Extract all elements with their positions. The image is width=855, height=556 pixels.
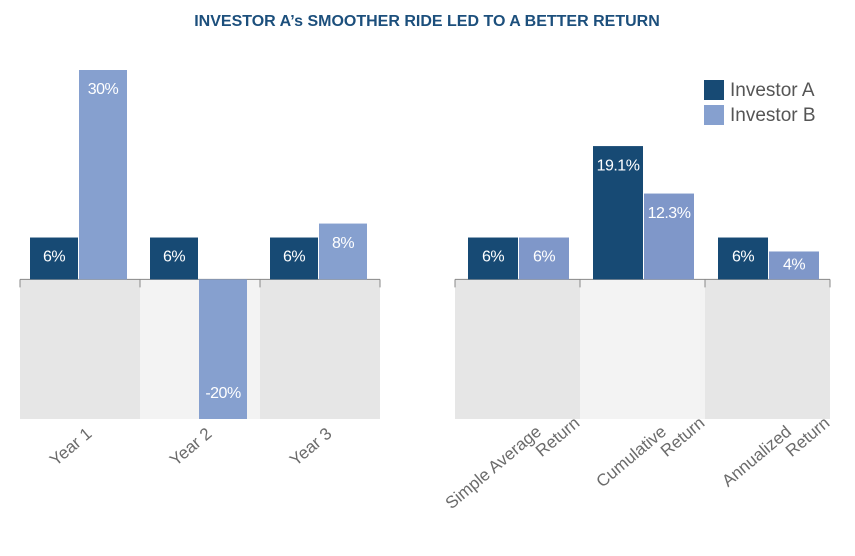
bar	[199, 279, 247, 419]
value-label: 6%	[163, 249, 185, 266]
x-tick-label: Year 1	[46, 424, 95, 470]
band-background	[580, 279, 705, 419]
bar	[718, 237, 768, 280]
value-label: 6%	[533, 249, 555, 266]
x-tick-label: Annualized	[718, 422, 795, 491]
value-label: 6%	[283, 249, 305, 266]
legend-swatch	[704, 80, 724, 100]
bar	[79, 70, 127, 280]
category-label: Year 1	[46, 424, 95, 470]
value-label: -20%	[205, 385, 241, 402]
value-label: 6%	[482, 249, 504, 266]
legend-swatch	[704, 105, 724, 125]
band-background	[20, 279, 140, 419]
value-label: 8%	[332, 235, 354, 252]
category-label: Year 2	[166, 424, 215, 470]
bar	[769, 251, 819, 280]
value-label: 19.1%	[597, 157, 640, 174]
value-label: 6%	[43, 249, 65, 266]
band-background	[705, 279, 830, 419]
bar	[30, 237, 78, 280]
x-tick-label: Year 2	[166, 424, 215, 470]
bar	[468, 237, 518, 280]
bar	[150, 237, 198, 280]
bar	[593, 146, 643, 280]
value-label: 4%	[783, 257, 805, 274]
value-label: 30%	[88, 81, 119, 98]
bar	[519, 237, 569, 280]
legend-label: Investor A	[730, 80, 815, 101]
value-label: 12.3%	[648, 205, 691, 222]
category-label: Year 3	[286, 424, 335, 470]
legend-label: Investor B	[730, 105, 816, 126]
x-tick-label: Simple Average	[442, 422, 545, 513]
x-tick-label: Year 3	[286, 424, 335, 470]
band-background	[455, 279, 580, 419]
value-label: 6%	[732, 249, 754, 266]
bar	[270, 237, 318, 280]
bar	[644, 193, 694, 280]
bar	[319, 223, 367, 280]
chart-title: INVESTOR A’s SMOOTHER RIDE LED TO A BETT…	[194, 13, 660, 30]
x-tick-label: Cumulative	[593, 422, 670, 491]
band-background	[260, 279, 380, 419]
